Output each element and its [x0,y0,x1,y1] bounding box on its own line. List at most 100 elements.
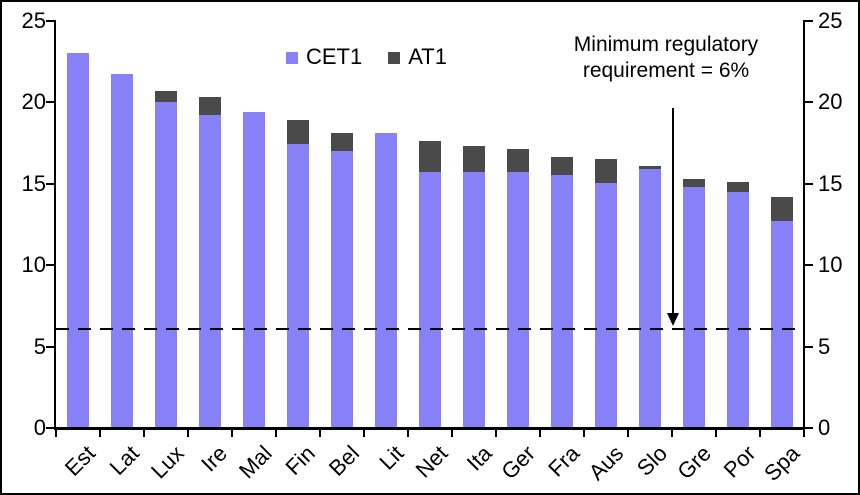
cet1-bar-fin [287,144,309,428]
y-axis-right-tick [805,182,813,185]
at1-bar-ire [199,97,221,115]
x-axis-label-slo: Slo [632,440,673,481]
x-axis-label-spa: Spa [758,440,805,486]
y-axis-right-label: 10 [818,252,843,277]
y-axis-right-tick [805,264,813,266]
cet1-bar-ger [507,172,529,428]
x-axis-label-lux: Lux [145,440,189,484]
x-axis-tick [715,430,717,437]
cet1-bar-gre [683,187,705,428]
x-axis-tick [275,430,277,437]
x-axis-label-ger: Ger [496,440,541,485]
cet1-bar-slo [639,169,661,428]
x-axis-label-lit: Lit [374,440,409,475]
at1-bar-gre [683,179,705,187]
cet1-legend-swatch [286,52,298,64]
x-axis-tick [99,430,101,437]
y-axis-left-label: 25 [21,7,46,33]
x-axis-tick [363,430,365,437]
x-axis-label-lat: Lat [104,440,145,480]
y-axis-left-label: 15 [21,170,46,196]
x-axis-tick [671,430,673,437]
x-axis-tick [319,430,321,437]
y-axis-left [54,20,56,430]
cet1-bar-mal [243,112,265,428]
legend: CET1 AT1 [286,44,465,70]
annotation-text: Minimum regulatory requirement = 6% [536,32,796,84]
annotation-line-2: requirement = 6% [582,59,750,82]
y-axis-right-label: 0 [818,415,831,440]
x-axis-tick [583,430,585,437]
x-axis-tick [495,430,497,437]
cet1-bar-ire [199,115,221,428]
x-axis-label-aus: Aus [583,440,629,486]
y-axis-right-tick [805,427,813,429]
at1-bar-spa [771,197,793,221]
y-axis-left-label: 0 [33,415,46,440]
at1-legend-label: AT1 [408,44,447,69]
x-axis-tick [231,430,233,437]
at1-bar-ger [507,149,529,172]
cet1-bar-lat [111,74,133,428]
cet1-bar-bel [331,151,353,428]
y-axis-left-tick [46,264,54,266]
at1-bar-slo [639,166,661,169]
x-axis [54,427,805,430]
cet1-legend-label: CET1 [306,44,363,69]
cet1-bar-fra [551,175,573,428]
x-axis-label-net: Net [410,440,453,483]
at1-bar-net [419,141,441,172]
cet1-bar-por [727,192,749,428]
y-axis-left-tick [46,427,54,429]
y-axis-left-tick [46,101,54,103]
cet1-bar-lux [155,102,177,428]
y-axis-right-label: 25 [818,7,843,33]
x-axis-label-mal: Mal [233,440,277,484]
annotation-line-1: Minimum regulatory [573,33,759,56]
cet1-bar-lit [375,133,397,428]
y-axis-right-label: 5 [818,333,831,359]
x-axis-label-por: Por [718,440,761,483]
x-axis-label-gre: Gre [672,440,717,485]
at1-legend-swatch [388,52,401,64]
y-axis-left-label: 5 [33,333,46,359]
x-axis-tick [143,430,145,437]
cet1-bar-spa [771,221,793,428]
cet1-bar-est [67,53,89,428]
y-axis-left-tick [46,182,54,185]
at1-bar-fin [287,120,309,144]
at1-bar-ita [463,146,485,172]
y-axis-right-label: 20 [818,89,843,114]
y-axis-right-tick [805,345,813,348]
x-axis-tick [539,430,541,437]
x-axis-label-est: Est [60,440,101,481]
at1-bar-bel [331,133,353,151]
cet1-bar-net [419,172,441,428]
at1-bar-lux [155,91,177,102]
annotation-arrow-line [672,108,674,316]
cet1-bar-ita [463,172,485,428]
minimum-requirement-dashed-line [56,328,804,330]
at1-bar-aus [595,159,617,183]
x-axis-tick [187,430,189,437]
x-axis-label-ire: Ire [196,440,233,477]
cet1-bar-aus [595,183,617,428]
y-axis-right-tick [805,19,813,22]
x-axis-tick [803,430,805,437]
y-axis-left-label: 20 [21,89,46,114]
x-axis-label-fin: Fin [280,440,321,480]
y-axis-right-label: 15 [818,170,843,196]
y-axis-left-label: 10 [21,252,46,277]
x-axis-tick [407,430,409,437]
y-axis-right [803,20,805,430]
y-axis-left-tick [46,345,54,348]
x-axis-tick [759,430,761,437]
x-axis-label-fra: Fra [543,440,585,482]
at1-bar-por [727,182,749,192]
at1-bar-fra [551,157,573,175]
x-axis-tick [451,430,453,437]
annotation-arrowhead-icon [667,313,679,326]
x-axis-label-ita: Ita [461,440,497,476]
x-axis-label-bel: Bel [324,440,365,481]
